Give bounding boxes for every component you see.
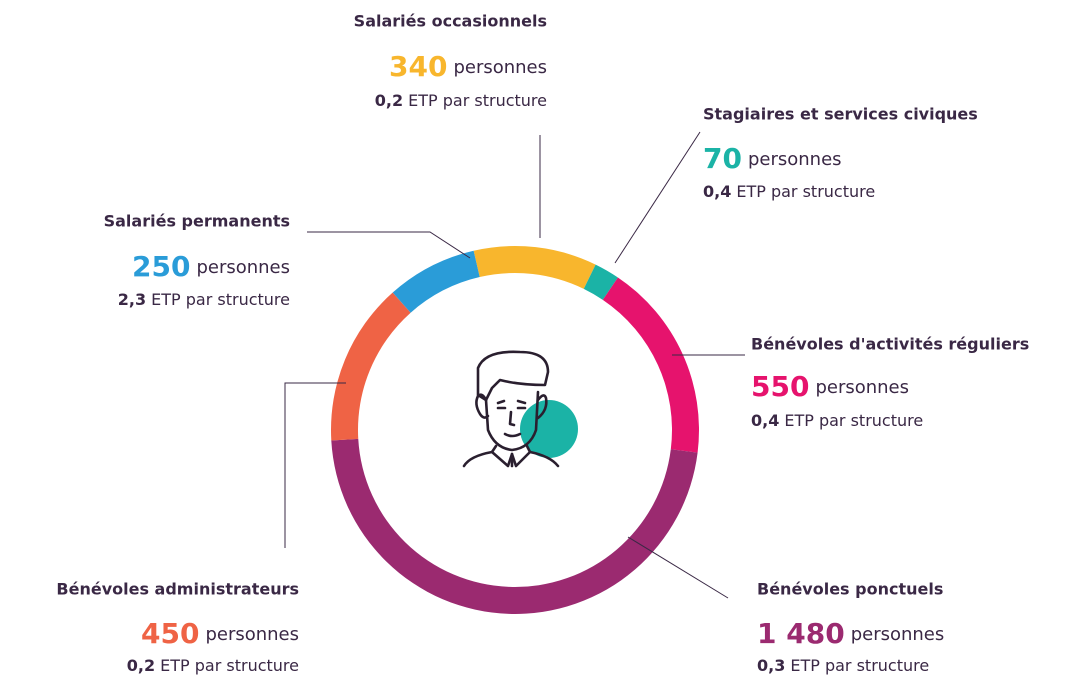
etp-suffix: ETP par structure	[784, 411, 923, 430]
value-number: 450	[141, 617, 199, 650]
value-number: 550	[751, 370, 809, 403]
slice-label: Salariés permanents 250 personnes 2,3 ETP pa…	[104, 212, 471, 309]
value-label: 550 personnes	[751, 370, 909, 403]
value-label: 250 personnes	[132, 250, 290, 283]
donut-slice	[473, 246, 596, 289]
category-label: Salariés permanents	[104, 212, 290, 231]
etp-label: 2,3 ETP par structure	[118, 290, 290, 309]
category-label: Bénévoles d'activités réguliers	[751, 335, 1029, 354]
value-label: 340 personnes	[389, 50, 547, 83]
value-number: 70	[703, 142, 742, 175]
value-number: 250	[132, 250, 190, 283]
donut-slice	[331, 438, 698, 614]
donut-slice	[602, 277, 699, 453]
etp-suffix: ETP par structure	[408, 91, 547, 110]
etp-number: 2,3	[118, 290, 146, 309]
value-number: 340	[389, 50, 447, 83]
value-unit: personnes	[851, 624, 945, 645]
etp-suffix: ETP par structure	[151, 290, 290, 309]
value-label: 450 personnes	[141, 617, 299, 650]
value-unit: personnes	[196, 257, 290, 278]
etp-number: 0,2	[375, 91, 403, 110]
center-icon	[462, 350, 578, 468]
value-unit: personnes	[205, 624, 299, 645]
category-label: Stagiaires et services civiques	[703, 105, 978, 124]
value-label: 1 480 personnes	[757, 617, 944, 650]
value-unit: personnes	[815, 377, 909, 398]
etp-suffix: ETP par structure	[736, 182, 875, 201]
etp-label: 0,2 ETP par structure	[127, 656, 299, 675]
slice-label: Bénévoles administrateurs 450 personnes 0,2…	[56, 382, 346, 675]
slice-label: Salariés occasionnels 340 personnes 0,2 ETP …	[354, 12, 547, 238]
value-unit: personnes	[748, 149, 842, 170]
etp-number: 0,4	[751, 411, 779, 430]
leader-line	[627, 536, 729, 599]
etp-number: 0,4	[703, 182, 731, 201]
etp-number: 0,2	[127, 656, 155, 675]
etp-label: 0,4 ETP par structure	[751, 411, 923, 430]
etp-label: 0,4 ETP par structure	[703, 182, 875, 201]
category-label: Salariés occasionnels	[354, 12, 547, 31]
slice-label: Bénévoles d'activités réguliers 550 person…	[672, 335, 1029, 430]
etp-suffix: ETP par structure	[790, 656, 929, 675]
leader-line	[284, 382, 346, 548]
donut-slice	[331, 292, 411, 441]
etp-label: 0,3 ETP par structure	[757, 656, 929, 675]
category-label: Bénévoles administrateurs	[56, 580, 299, 599]
value-unit: personnes	[453, 57, 547, 78]
donut-slice	[392, 250, 480, 313]
slice-label: Stagiaires et services civiques 70 personn…	[614, 105, 978, 264]
value-label: 70 personnes	[703, 142, 842, 175]
leader-line	[307, 231, 471, 259]
etp-suffix: ETP par structure	[160, 656, 299, 675]
etp-label: 0,2 ETP par structure	[375, 91, 547, 110]
leader-line	[614, 131, 701, 264]
category-label: Bénévoles ponctuels	[757, 580, 943, 599]
donut-slice	[583, 264, 618, 300]
value-number: 1 480	[757, 617, 845, 650]
etp-number: 0,3	[757, 656, 785, 675]
slice-label: Bénévoles ponctuels 1 480 personnes 0,3 ETP …	[627, 536, 944, 675]
